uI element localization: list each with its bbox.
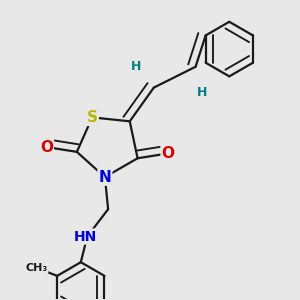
- Text: H: H: [131, 60, 141, 73]
- Text: HN: HN: [74, 230, 97, 244]
- Text: O: O: [162, 146, 175, 161]
- Text: H: H: [197, 86, 207, 99]
- Text: N: N: [98, 169, 111, 184]
- Text: O: O: [40, 140, 53, 154]
- Text: S: S: [87, 110, 98, 125]
- Text: CH₃: CH₃: [25, 263, 47, 273]
